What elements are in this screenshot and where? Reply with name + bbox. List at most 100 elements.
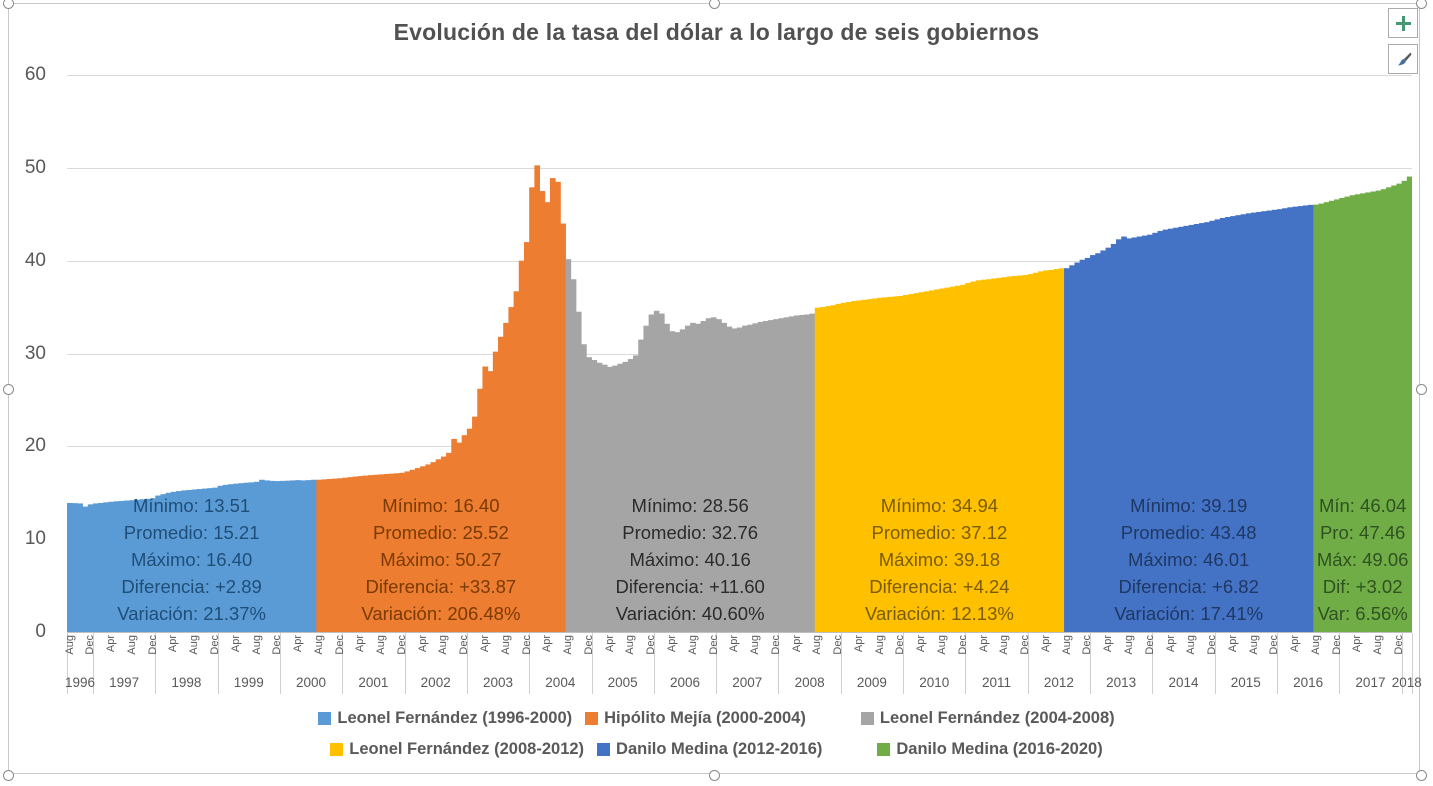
bar-segment-4[interactable]	[1214, 219, 1221, 632]
bar-segment-0[interactable]	[144, 498, 151, 632]
bar-segment-3[interactable]	[887, 296, 894, 632]
bar-segment-2[interactable]	[596, 362, 603, 632]
bar-segment-5[interactable]	[1313, 204, 1319, 632]
bar-segment-2[interactable]	[762, 321, 769, 632]
bar-segment-0[interactable]	[227, 484, 234, 632]
bar-segment-2[interactable]	[788, 316, 795, 632]
bar-segment-0[interactable]	[129, 500, 135, 632]
bar-segment-3[interactable]	[1038, 271, 1044, 632]
bar-segment-1[interactable]	[342, 477, 348, 632]
bar-segment-3[interactable]	[955, 285, 961, 632]
bar-segment-2[interactable]	[747, 324, 753, 632]
bar-segment-3[interactable]	[934, 289, 940, 632]
bar-segment-0[interactable]	[108, 501, 115, 632]
bar-segment-0[interactable]	[181, 490, 187, 632]
bar-segment-1[interactable]	[539, 191, 546, 632]
bar-segment-5[interactable]	[1386, 187, 1392, 632]
bar-segment-3[interactable]	[830, 305, 837, 632]
bar-segment-2[interactable]	[586, 357, 592, 632]
bar-segment-1[interactable]	[456, 442, 463, 632]
bar-segment-2[interactable]	[721, 322, 727, 632]
bar-segment-0[interactable]	[67, 502, 73, 632]
selection-handle[interactable]	[2, 383, 14, 395]
bar-segment-4[interactable]	[1141, 235, 1148, 632]
bar-segment-0[interactable]	[165, 492, 172, 632]
bar-segment-0[interactable]	[222, 484, 229, 632]
bar-segment-1[interactable]	[472, 416, 478, 632]
bar-segment-4[interactable]	[1136, 236, 1143, 632]
bar-segment-1[interactable]	[503, 322, 509, 632]
legend-item-1[interactable]: Hipólito Mejía (2000-2004)	[585, 709, 806, 728]
bar-segment-3[interactable]	[882, 297, 888, 632]
bar-segment-0[interactable]	[311, 479, 317, 632]
bar-segment-5[interactable]	[1380, 189, 1387, 632]
bar-segment-3[interactable]	[861, 299, 868, 632]
bar-segment-1[interactable]	[331, 478, 338, 632]
bar-segment-1[interactable]	[461, 435, 468, 632]
bar-segment-2[interactable]	[601, 364, 608, 632]
bar-segment-4[interactable]	[1157, 230, 1164, 632]
bar-segment-2[interactable]	[690, 322, 696, 632]
bar-segment-3[interactable]	[908, 294, 914, 632]
bar-segment-4[interactable]	[1100, 250, 1107, 632]
bar-segment-3[interactable]	[929, 290, 935, 632]
bar-segment-1[interactable]	[518, 260, 525, 632]
bar-segment-2[interactable]	[643, 325, 650, 632]
bar-segment-3[interactable]	[949, 286, 956, 632]
bar-segment-3[interactable]	[897, 295, 904, 632]
bar-segment-4[interactable]	[1292, 206, 1299, 632]
bar-segment-0[interactable]	[134, 499, 141, 632]
bar-segment-5[interactable]	[1318, 203, 1325, 632]
bar-segment-3[interactable]	[996, 277, 1003, 632]
bar-segment-5[interactable]	[1328, 200, 1335, 632]
bar-segment-1[interactable]	[549, 178, 556, 632]
bar-segment-1[interactable]	[477, 388, 483, 632]
bar-segment-1[interactable]	[487, 371, 494, 632]
stats-block-segment-3[interactable]: Mínimo: 34.94 Promedio: 37.12 Máximo: 39.1…	[865, 492, 1014, 627]
selection-handle[interactable]	[2, 769, 14, 781]
bar-segment-1[interactable]	[337, 478, 343, 632]
bar-segment-1[interactable]	[446, 452, 452, 632]
bar-segment-0[interactable]	[139, 499, 146, 632]
bar-segment-4[interactable]	[1121, 236, 1127, 632]
bar-segment-5[interactable]	[1375, 190, 1382, 632]
bar-segment-0[interactable]	[82, 506, 89, 632]
bar-segment-2[interactable]	[757, 321, 764, 632]
bar-segment-4[interactable]	[1074, 262, 1081, 632]
bar-segment-4[interactable]	[1152, 232, 1158, 632]
bar-segment-3[interactable]	[918, 292, 925, 632]
bar-segment-3[interactable]	[1048, 269, 1055, 632]
bar-segment-3[interactable]	[814, 307, 821, 632]
bar-segment-2[interactable]	[575, 311, 582, 632]
bar-segment-4[interactable]	[1167, 228, 1174, 632]
bar-segment-2[interactable]	[768, 320, 774, 632]
bar-segment-1[interactable]	[498, 336, 504, 632]
bar-segment-3[interactable]	[892, 296, 899, 632]
bar-segment-1[interactable]	[420, 466, 426, 632]
bar-segment-5[interactable]	[1339, 198, 1345, 632]
bar-segment-1[interactable]	[508, 307, 515, 632]
bar-segment-2[interactable]	[648, 314, 655, 632]
bar-segment-3[interactable]	[1053, 269, 1060, 632]
bar-segment-1[interactable]	[555, 181, 561, 632]
bar-segment-4[interactable]	[1110, 243, 1117, 632]
bar-segment-3[interactable]	[840, 302, 847, 632]
bar-segment-2[interactable]	[565, 259, 572, 632]
bar-segment-0[interactable]	[155, 495, 161, 632]
legend-item-5[interactable]: Danilo Medina (2016-2020)	[877, 740, 1103, 759]
bar-segment-2[interactable]	[778, 318, 785, 632]
bar-segment-1[interactable]	[466, 428, 473, 632]
bar-segment-3[interactable]	[923, 291, 930, 632]
bar-segment-0[interactable]	[87, 504, 94, 632]
bar-segment-1[interactable]	[523, 242, 530, 632]
bar-segment-3[interactable]	[1001, 277, 1008, 632]
bar-segment-2[interactable]	[752, 323, 759, 632]
bar-segment-4[interactable]	[1297, 206, 1304, 632]
bar-segment-2[interactable]	[695, 323, 701, 632]
bar-segment-3[interactable]	[960, 284, 966, 632]
bar-segment-4[interactable]	[1230, 216, 1236, 632]
bar-segment-5[interactable]	[1391, 185, 1397, 632]
bar-segment-4[interactable]	[1209, 220, 1216, 632]
bar-segment-0[interactable]	[295, 480, 302, 632]
legend-item-0[interactable]: Leonel Fernández (1996-2000)	[318, 709, 572, 728]
